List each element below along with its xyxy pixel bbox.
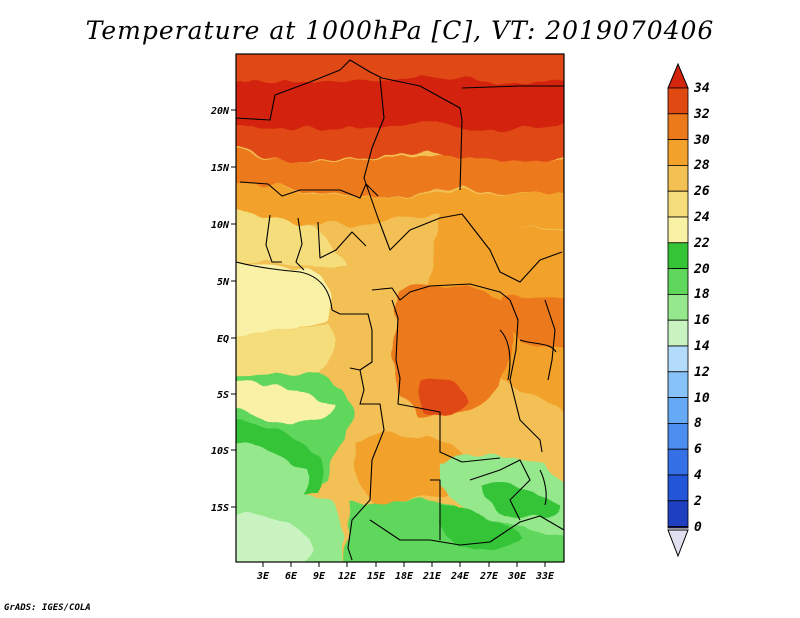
- lon-label: 30E: [507, 571, 527, 582]
- colorbar-label: 20: [693, 262, 710, 277]
- colorbar-swatch: [667, 345, 689, 373]
- colorbar-swatch: [667, 500, 689, 527]
- colorbar-label: 2: [693, 494, 702, 509]
- temperature-field: [236, 54, 564, 562]
- lon-label: 3E: [256, 571, 270, 582]
- plot-frame: [235, 53, 565, 563]
- colorbar-swatch: [667, 319, 689, 347]
- colorbar-label: 14: [694, 339, 710, 354]
- colorbar-label: 32: [693, 107, 710, 122]
- colorbar-swatch: [667, 190, 689, 218]
- colorbar-swatch: [667, 113, 689, 141]
- lon-label: 27E: [479, 571, 499, 582]
- lon-label: 12E: [338, 571, 357, 582]
- colorbar-label: 12: [694, 365, 710, 380]
- colorbar-min-arrow: [667, 529, 689, 558]
- colorbar-swatch: [667, 242, 689, 270]
- colorbar-label: 30: [693, 133, 710, 148]
- lat-label: 20N: [210, 106, 230, 117]
- colorbar-label: 16: [694, 313, 710, 328]
- lat-axis: 20N 15N 10N 5N EQ 5S 10S 15S: [210, 106, 236, 514]
- colorbar-swatch: [667, 474, 689, 502]
- colorbar-swatch: [667, 422, 689, 450]
- colorbar-swatch: [667, 371, 689, 398]
- colorbar-swatch: [667, 139, 689, 166]
- lon-label: 9E: [313, 571, 326, 582]
- colorbar-label: 6: [694, 442, 702, 457]
- colorbar: 34 32 30 28 26 24 22 20 18 16 14 12 10 8…: [667, 62, 710, 558]
- lat-label: EQ: [217, 334, 229, 345]
- lon-label: 6E: [285, 571, 298, 582]
- lat-label: 10N: [211, 220, 230, 231]
- grads-credit: GrADS: IGES/COLA: [4, 603, 91, 613]
- colorbar-label: 34: [693, 81, 710, 96]
- colorbar-swatch: [667, 448, 689, 476]
- colorbar-swatch: [667, 164, 689, 192]
- lat-label: 10S: [211, 446, 229, 457]
- lon-label: 15E: [367, 571, 386, 582]
- lon-axis: 3E 6E 9E 12E 15E 18E 21E 24E 27E 30E 33E: [256, 562, 555, 582]
- colorbar-swatch: [667, 216, 689, 244]
- lon-label: 21E: [422, 571, 442, 582]
- colorbar-label: 10: [694, 391, 710, 406]
- colorbar-label: 0: [694, 520, 702, 535]
- colorbar-swatch: [667, 526, 689, 529]
- colorbar-label: 8: [694, 416, 702, 431]
- colorbar-label: 24: [693, 210, 710, 225]
- colorbar-swatch: [667, 397, 689, 424]
- chart-title: Temperature at 1000hPa [C], VT: 20190704…: [85, 16, 715, 45]
- colorbar-label: 18: [694, 287, 710, 302]
- colorbar-label: 26: [693, 184, 710, 199]
- lat-label: 15N: [211, 163, 230, 174]
- colorbar-label: 4: [694, 468, 702, 483]
- lon-label: 18E: [395, 571, 414, 582]
- colorbar-swatch: [667, 268, 689, 295]
- colorbar-label: 28: [693, 158, 710, 173]
- colorbar-max-arrow: [667, 62, 689, 89]
- lat-label: 15S: [211, 503, 229, 514]
- lon-label: 24E: [450, 571, 470, 582]
- colorbar-swatch: [667, 293, 689, 321]
- lat-label: 5N: [217, 277, 230, 288]
- colorbar-swatch: [667, 87, 689, 115]
- lat-label: 5S: [217, 390, 229, 401]
- colorbar-label: 22: [693, 236, 710, 251]
- lon-label: 33E: [535, 571, 555, 582]
- country-borders: [236, 59, 564, 561]
